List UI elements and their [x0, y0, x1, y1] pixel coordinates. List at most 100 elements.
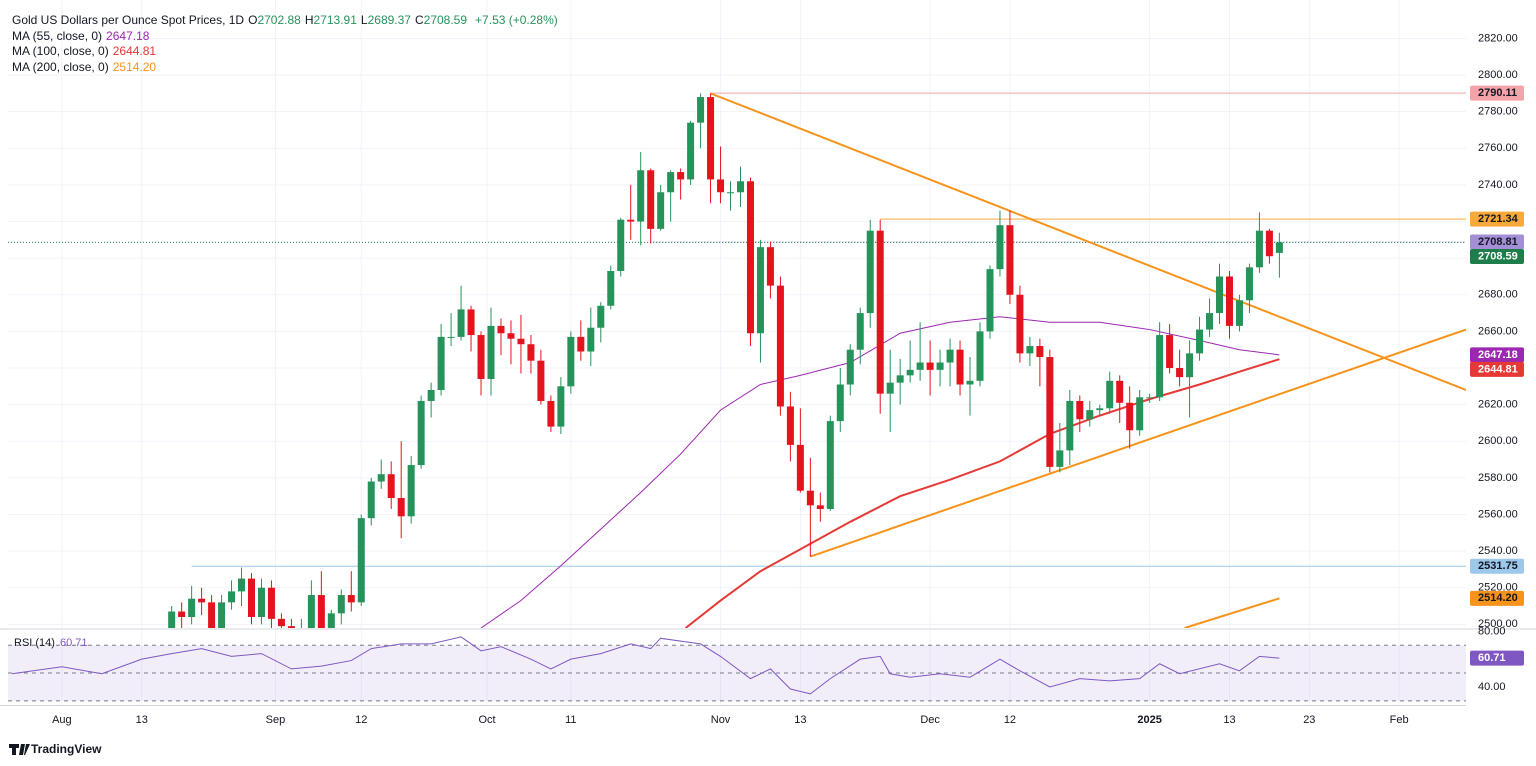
- candle-body: [267, 587, 275, 619]
- candle-body: [298, 633, 305, 637]
- candle-body: [916, 362, 924, 370]
- y-tick-label: 2600.00: [1478, 435, 1518, 447]
- ohlc-item: C2708.59: [415, 13, 467, 27]
- candle-body: [876, 230, 884, 394]
- candle-body: [377, 474, 385, 482]
- x-tick-label: 11: [565, 714, 576, 726]
- candle-body: [1186, 353, 1194, 378]
- candle-body: [1046, 357, 1054, 467]
- candle-body: [1106, 380, 1114, 409]
- ma-value: 2514.20: [112, 59, 157, 74]
- candle-body: [796, 444, 804, 491]
- candle-body: [407, 465, 415, 517]
- y-tick-label: 2620.00: [1478, 399, 1518, 411]
- candle-body: [457, 309, 465, 337]
- legend: Gold US Dollars per Ounce Spot Prices, 1…: [12, 13, 562, 75]
- moving-average: [1184, 597, 1280, 628]
- candle-body: [1096, 408, 1104, 411]
- candle-body: [697, 97, 705, 123]
- price-badge: [1470, 85, 1524, 101]
- rsi-tick-label: 80.00: [1478, 625, 1506, 637]
- candle-body: [1166, 335, 1174, 369]
- ohlc-value: 2702.88: [257, 13, 301, 27]
- candle-body: [1225, 276, 1233, 326]
- candle-body: [277, 618, 285, 627]
- price-badge: [1470, 211, 1524, 227]
- candle-body: [1245, 267, 1253, 301]
- y-tick-label: 2520.00: [1478, 582, 1518, 594]
- symbol-line: Gold US Dollars per Ounce Spot Prices, 1…: [12, 13, 562, 29]
- candle-body: [746, 181, 754, 334]
- price-badge-label: 2514.20: [1478, 592, 1518, 604]
- symbol-title: Gold US Dollars per Ounce Spot Prices, 1…: [12, 13, 245, 27]
- candle-body: [198, 598, 206, 603]
- ma-name: MA (100, close, 0): [12, 44, 109, 58]
- candle-body: [387, 474, 395, 499]
- y-tick-label: 2740.00: [1478, 179, 1518, 191]
- x-tick-label: Aug: [52, 714, 72, 726]
- candle-body: [776, 285, 784, 407]
- trendline: [810, 328, 1466, 558]
- candle-body: [168, 611, 176, 628]
- ma-legend-row: MA (55, close, 0) 2647.18: [12, 29, 562, 45]
- candle-body: [1196, 329, 1204, 354]
- candle-body: [617, 219, 625, 271]
- price-pane: [8, 92, 1466, 637]
- candle-body: [1255, 230, 1263, 268]
- change: +7.53 (+0.28%): [475, 13, 558, 27]
- candle-body: [607, 270, 615, 306]
- candle-body: [507, 333, 515, 339]
- candle-body: [906, 369, 914, 376]
- candle-body: [687, 122, 695, 180]
- price-badge-label: 2708.59: [1478, 250, 1518, 262]
- x-tick-label: Feb: [1390, 714, 1409, 726]
- ma-legend-row: MA (200, close, 0) 2514.20: [12, 60, 562, 76]
- candle-body: [816, 505, 824, 509]
- price-badge-label: 2644.81: [1478, 363, 1518, 375]
- candle-body: [976, 331, 984, 381]
- candle-body: [287, 626, 295, 628]
- candle-body: [766, 247, 774, 286]
- candle-body: [517, 338, 525, 345]
- candle-body: [936, 362, 944, 370]
- candle-body: [257, 587, 265, 618]
- ma-legend-row: MA (100, close, 0) 2644.81: [12, 44, 562, 60]
- candle-body: [806, 490, 814, 506]
- candle-body: [367, 481, 375, 519]
- x-tick-label: 2025: [1137, 714, 1161, 726]
- price-badge: [1470, 234, 1524, 250]
- y-tick-label: 2760.00: [1478, 142, 1518, 154]
- y-tick-label: 2540.00: [1478, 545, 1518, 557]
- candle-body: [866, 230, 874, 314]
- y-tick-label: 2660.00: [1478, 325, 1518, 337]
- candle-body: [1156, 335, 1164, 398]
- ma-name: MA (200, close, 0): [12, 59, 109, 74]
- candle-body: [1275, 242, 1283, 253]
- candle-body: [657, 192, 665, 229]
- candle-body: [587, 327, 595, 352]
- trendline: [710, 92, 1466, 391]
- rsi-pane: [8, 636, 1466, 702]
- candle-body: [836, 384, 844, 422]
- candle-body: [896, 375, 904, 383]
- candle-body: [427, 389, 435, 401]
- ohlc-label: H: [304, 13, 314, 27]
- candle-body: [1086, 410, 1094, 420]
- brand: TradingView: [31, 742, 102, 756]
- candle-body: [1265, 230, 1273, 257]
- candle-body: [1076, 400, 1084, 420]
- candle-body: [487, 325, 495, 379]
- candle-body: [736, 181, 744, 193]
- candle-body: [557, 386, 565, 427]
- logo: TradingView: [9, 742, 102, 756]
- y-tick-label: 2680.00: [1478, 289, 1518, 301]
- candle-body: [188, 598, 196, 618]
- grid: [8, 0, 1466, 705]
- price-badge-label: 2647.18: [1478, 349, 1518, 361]
- moving-average: [684, 358, 1280, 628]
- candle-body: [577, 336, 585, 352]
- price-badge-label: 2708.81: [1478, 236, 1518, 248]
- price-badge: [1470, 558, 1524, 574]
